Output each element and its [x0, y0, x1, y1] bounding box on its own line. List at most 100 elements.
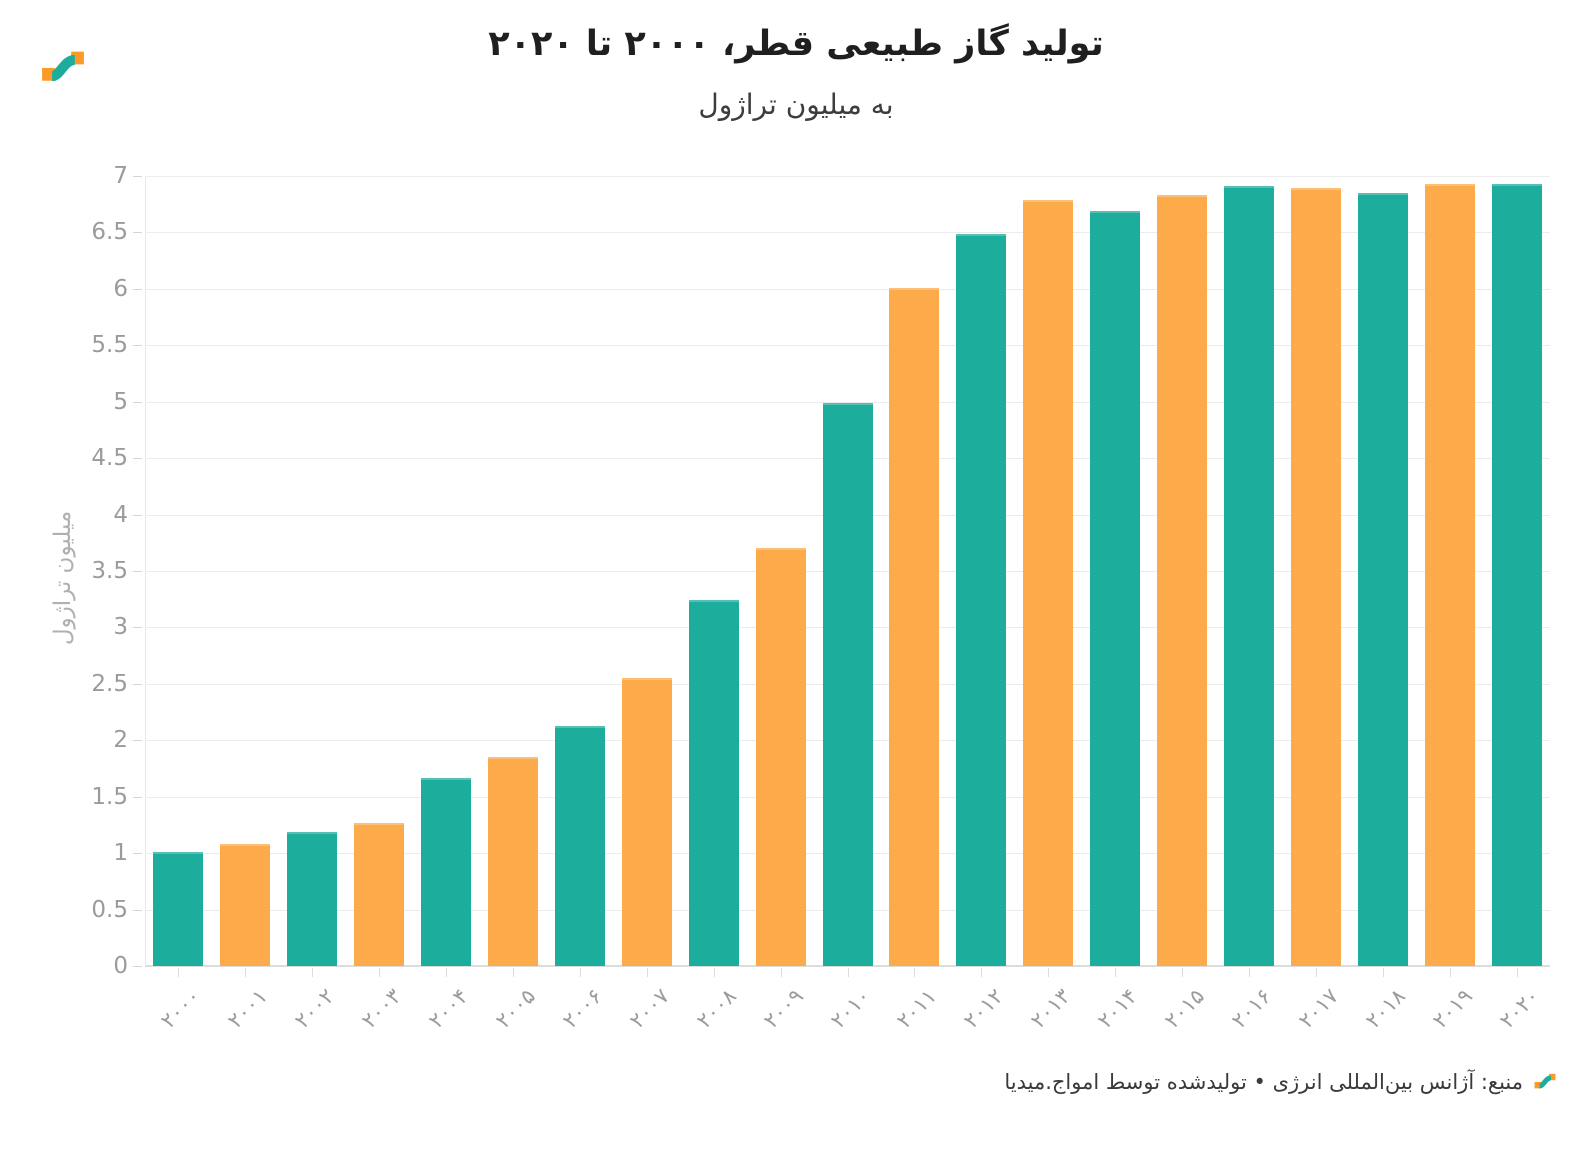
bar-year-2014[interactable] — [1090, 210, 1141, 966]
footer-source-line: منبع: آژانس بین‌المللی انرژی • تولیدشده … — [1004, 1070, 1558, 1094]
bar-year-2009[interactable] — [755, 548, 806, 966]
x-tick-mark-2016 — [1248, 968, 1250, 977]
bar-year-2004[interactable] — [421, 777, 472, 966]
y-tick-mark-3 — [133, 627, 142, 629]
y-tick-label-3.5: 3.5 — [91, 558, 128, 584]
x-tick-label-2013: ۲۰۱۳ — [1026, 984, 1076, 1033]
x-tick-label-2009: ۲۰۰۹ — [758, 984, 808, 1033]
y-axis-line — [145, 176, 146, 966]
bar-year-2013[interactable] — [1023, 199, 1074, 966]
y-tick-mark-5 — [133, 401, 142, 403]
x-tick-label-2015: ۲۰۱۵ — [1160, 984, 1209, 1033]
amwaj-media-mini-logo-icon — [1534, 1073, 1556, 1089]
bar-year-2005[interactable] — [487, 757, 538, 966]
x-tick-mark-2019 — [1449, 968, 1451, 977]
gridline-7 — [145, 176, 1550, 177]
bar-year-2011[interactable] — [889, 287, 940, 966]
x-tick-mark-2017 — [1315, 968, 1317, 977]
x-tick-mark-2011 — [914, 968, 916, 977]
bar-year-2001[interactable] — [220, 844, 271, 966]
x-tick-label-2006: ۲۰۰۶ — [557, 984, 607, 1033]
y-tick-mark-7 — [133, 176, 142, 177]
y-tick-label-4: 4 — [113, 501, 128, 528]
y-tick-label-0.5: 0.5 — [91, 896, 128, 923]
bar-year-2002[interactable] — [287, 831, 338, 966]
y-tick-mark-6.5 — [133, 232, 142, 234]
x-tick-label-2005: ۲۰۰۵ — [491, 984, 540, 1033]
bar-year-2008[interactable] — [688, 600, 739, 966]
y-tick-mark-1.5 — [133, 796, 142, 798]
bar-year-2010[interactable] — [822, 402, 873, 966]
x-tick-mark-2010 — [847, 968, 849, 977]
y-tick-label-2.5: 2.5 — [91, 670, 128, 697]
y-tick-mark-4.5 — [133, 458, 142, 460]
x-tick-mark-2014 — [1115, 968, 1117, 977]
x-tick-label-2014: ۲۰۱۴ — [1093, 984, 1143, 1033]
y-tick-label-7: 7 — [113, 163, 128, 189]
y-tick-label-1.5: 1.5 — [91, 783, 128, 810]
y-tick-label-0: 0 — [113, 953, 128, 979]
amwaj-media-logo-icon — [42, 51, 84, 82]
y-tick-label-6.5: 6.5 — [91, 219, 128, 246]
bar-chart: میلیون تراژول 7 6.5 6 5.5 5 4.5 4 3.5 3 2.5 2 1.5 1 0… — [50, 163, 1550, 1033]
x-tick-mark-2007 — [646, 968, 648, 977]
x-tick-label-2010: ۲۰۱۰ — [825, 984, 875, 1033]
bar-year-2007[interactable] — [621, 678, 672, 966]
x-tick-label-2017: ۲۰۱۷ — [1293, 984, 1343, 1033]
x-tick-label-2020: ۲۰۲۰ — [1494, 984, 1544, 1033]
x-tick-label-2000: ۲۰۰۰ — [156, 984, 206, 1033]
x-tick-mark-2000 — [178, 968, 180, 977]
bar-year-2012[interactable] — [956, 233, 1007, 966]
y-tick-mark-6 — [133, 288, 142, 290]
gridline-5.5 — [145, 345, 1550, 347]
y-tick-mark-3.5 — [133, 571, 142, 572]
x-tick-label-2004: ۲۰۰۴ — [424, 984, 474, 1033]
gridline-0 — [145, 965, 1550, 967]
x-tick-mark-2015 — [1182, 968, 1184, 977]
y-tick-mark-0 — [133, 966, 142, 967]
x-tick-mark-2002 — [312, 968, 314, 977]
bar-year-2016[interactable] — [1223, 186, 1274, 966]
y-tick-mark-4 — [133, 514, 142, 516]
x-tick-label-2016: ۲۰۱۶ — [1227, 984, 1276, 1033]
x-tick-label-2007: ۲۰۰۷ — [624, 984, 674, 1033]
chart-subtitle: به میلیون تراژول — [698, 88, 894, 121]
chart-title: تولید گاز طبیعی قطر، ۲۰۰۰ تا ۲۰۲۰ — [488, 24, 1104, 64]
gridline-5 — [145, 401, 1550, 403]
y-tick-label-3: 3 — [113, 614, 128, 641]
y-tick-mark-2.5 — [133, 683, 142, 685]
gridline-6.5 — [145, 232, 1550, 234]
x-tick-label-2018: ۲۰۱۸ — [1360, 984, 1410, 1033]
x-tick-mark-2018 — [1382, 968, 1384, 977]
x-tick-label-2019: ۲۰۱۹ — [1427, 984, 1477, 1033]
bar-year-2020[interactable] — [1491, 183, 1542, 966]
x-tick-mark-2005 — [512, 968, 514, 977]
bar-year-2000[interactable] — [153, 852, 204, 966]
y-tick-mark-5.5 — [133, 345, 142, 347]
x-tick-label-2011: ۲۰۱۱ — [892, 984, 942, 1033]
y-tick-label-4.5: 4.5 — [91, 445, 128, 472]
x-tick-label-2012: ۲۰۱۲ — [959, 984, 1009, 1033]
bar-year-2006[interactable] — [554, 725, 605, 966]
x-tick-mark-2006 — [579, 968, 581, 977]
x-tick-mark-2012 — [981, 968, 983, 977]
x-tick-label-2002: ۲۰۰۲ — [290, 984, 340, 1033]
bar-year-2015[interactable] — [1157, 195, 1208, 966]
x-tick-mark-2003 — [379, 968, 381, 977]
y-tick-label-5.5: 5.5 — [91, 332, 128, 359]
x-tick-label-2003: ۲۰۰۳ — [357, 984, 407, 1033]
y-tick-label-6: 6 — [113, 275, 128, 302]
bar-year-2017[interactable] — [1290, 188, 1341, 966]
y-tick-label-5: 5 — [113, 388, 128, 415]
y-tick-mark-1 — [133, 853, 142, 855]
gridline-6 — [145, 288, 1550, 290]
x-tick-label-2001: ۲۰۰۱ — [223, 984, 273, 1033]
source-text: منبع: آژانس بین‌المللی انرژی • تولیدشده … — [1004, 1070, 1523, 1094]
bar-year-2003[interactable] — [354, 822, 405, 966]
x-tick-mark-2008 — [713, 968, 715, 977]
y-tick-mark-0.5 — [133, 909, 142, 911]
y-tick-mark-2 — [133, 740, 142, 742]
bar-year-2019[interactable] — [1424, 183, 1475, 966]
bar-year-2018[interactable] — [1357, 192, 1408, 966]
x-tick-mark-2020 — [1516, 968, 1518, 977]
